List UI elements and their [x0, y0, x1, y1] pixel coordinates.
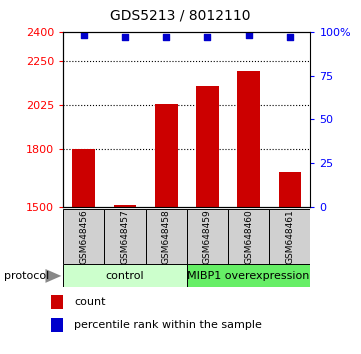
- Text: control: control: [106, 271, 144, 281]
- Bar: [279, 172, 301, 207]
- Bar: [73, 149, 95, 207]
- Text: count: count: [74, 297, 105, 307]
- Point: [81, 33, 87, 38]
- Bar: [196, 86, 219, 207]
- Bar: [237, 71, 260, 207]
- Bar: [269, 209, 310, 264]
- Text: GSM648460: GSM648460: [244, 209, 253, 264]
- Text: MIBP1 overexpression: MIBP1 overexpression: [187, 271, 310, 281]
- Point: [287, 34, 293, 40]
- Bar: [187, 264, 310, 287]
- Text: GSM648456: GSM648456: [79, 209, 88, 264]
- Point: [122, 34, 128, 40]
- Bar: [63, 209, 104, 264]
- Text: protocol: protocol: [4, 271, 49, 281]
- Bar: [51, 295, 63, 309]
- Polygon shape: [45, 269, 61, 283]
- Point: [246, 33, 252, 38]
- Bar: [187, 209, 228, 264]
- Text: GSM648458: GSM648458: [162, 209, 171, 264]
- Bar: [114, 205, 136, 207]
- Text: GSM648457: GSM648457: [121, 209, 130, 264]
- Bar: [63, 264, 187, 287]
- Point: [205, 34, 210, 40]
- Bar: [155, 104, 178, 207]
- Bar: [51, 318, 63, 332]
- Bar: [228, 209, 269, 264]
- Point: [163, 34, 169, 40]
- Text: GSM648461: GSM648461: [285, 209, 294, 264]
- Bar: [104, 209, 145, 264]
- Text: GSM648459: GSM648459: [203, 209, 212, 264]
- Bar: [145, 209, 187, 264]
- Text: GDS5213 / 8012110: GDS5213 / 8012110: [110, 9, 251, 23]
- Text: percentile rank within the sample: percentile rank within the sample: [74, 320, 262, 330]
